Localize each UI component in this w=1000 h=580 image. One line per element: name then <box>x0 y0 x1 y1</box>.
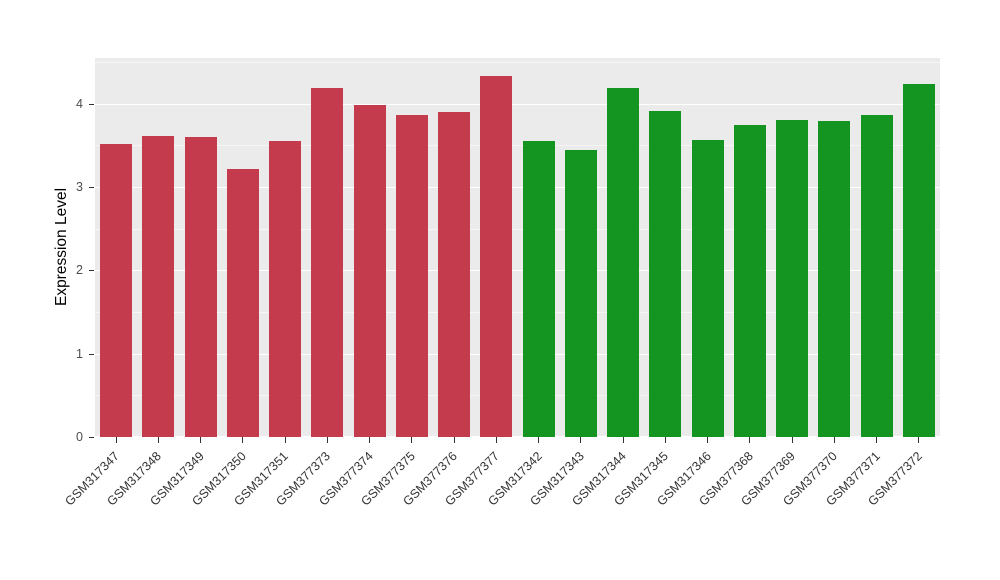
y-tick-label: 4 <box>76 96 83 111</box>
bar <box>480 76 513 437</box>
x-tick-mark <box>200 437 202 443</box>
y-axis-title: Expression Level <box>53 187 70 307</box>
x-tick-mark <box>326 437 328 443</box>
x-tick-mark <box>622 437 624 443</box>
y-tick-label: 1 <box>76 346 83 361</box>
x-tick-mark <box>791 437 793 443</box>
gridline-major <box>95 270 940 272</box>
x-tick-mark <box>157 437 159 443</box>
y-tick-label: 3 <box>76 180 83 195</box>
x-tick-mark <box>749 437 751 443</box>
y-tick-mark <box>89 353 94 355</box>
bar <box>184 137 217 437</box>
bar <box>142 136 175 437</box>
gridline-minor <box>95 395 940 397</box>
bar <box>226 168 259 437</box>
bar <box>649 111 682 437</box>
plot-panel <box>95 58 940 437</box>
x-tick-mark <box>411 437 413 443</box>
x-tick-mark <box>495 437 497 443</box>
x-tick-mark <box>369 437 371 443</box>
gridline-minor <box>95 228 940 230</box>
x-tick-mark <box>453 437 455 443</box>
y-tick-mark <box>89 437 94 438</box>
x-tick-mark <box>115 437 117 443</box>
bar <box>311 88 344 437</box>
bar <box>353 105 386 437</box>
bar <box>522 141 555 437</box>
bar <box>902 83 935 437</box>
bar <box>438 112 471 437</box>
gridline-minor <box>95 312 940 314</box>
x-tick-mark <box>242 437 244 443</box>
y-tick-label: 0 <box>76 430 83 444</box>
bar <box>818 121 851 437</box>
x-tick-mark <box>876 437 878 443</box>
y-tick-mark <box>89 187 94 189</box>
bar <box>395 115 428 437</box>
gridline-minor <box>95 145 940 147</box>
x-tick-mark <box>918 437 920 443</box>
bar <box>776 120 809 437</box>
bar <box>269 141 302 437</box>
x-tick-mark <box>538 437 540 443</box>
x-tick-mark <box>833 437 835 443</box>
gridline-major <box>95 103 940 105</box>
x-tick-mark <box>580 437 582 443</box>
gridline-major <box>95 187 940 189</box>
gridline-minor <box>95 62 940 64</box>
bar <box>691 139 724 437</box>
y-tick-mark <box>89 270 94 272</box>
gridline-major <box>95 436 940 437</box>
bar <box>733 125 766 437</box>
bar <box>564 149 597 437</box>
bar <box>100 143 133 437</box>
x-tick-mark <box>284 437 286 443</box>
x-tick-mark <box>664 437 666 443</box>
y-tick-label: 2 <box>76 263 83 278</box>
y-tick-mark <box>89 103 94 105</box>
bar <box>860 115 893 437</box>
x-tick-mark <box>707 437 709 443</box>
gridline-major <box>95 353 940 355</box>
bar <box>607 88 640 437</box>
